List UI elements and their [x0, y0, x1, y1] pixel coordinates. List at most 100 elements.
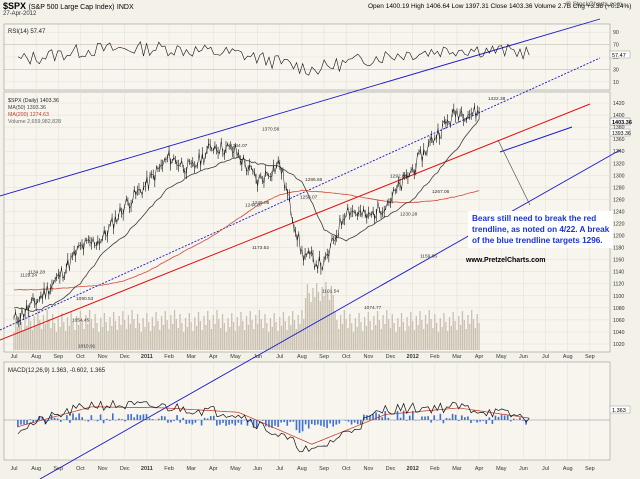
- volume-bar: [312, 288, 314, 350]
- volume-bar: [164, 311, 166, 350]
- macd-histogram-bar: [23, 420, 25, 425]
- volume-bar: [212, 315, 214, 350]
- volume-bar: [153, 326, 155, 350]
- rsi-value-tag: [609, 50, 631, 59]
- volume-bar: [112, 312, 115, 350]
- volume-bar: [352, 332, 355, 350]
- x-tick-label: Aug: [563, 354, 573, 360]
- volume-bar: [151, 317, 154, 350]
- note-line-3: of the blue trendline targets 1296.: [472, 236, 603, 245]
- rsi-tick-label: 10: [613, 80, 619, 86]
- price-annotation: 1422.38: [488, 96, 506, 102]
- volume-bar: [208, 320, 211, 350]
- price-annotation: 1292.66: [390, 174, 408, 180]
- volume-bar: [66, 317, 69, 350]
- macd-histogram-bar: [384, 411, 387, 420]
- volume-bar: [201, 330, 203, 350]
- macd-histogram-bar: [203, 417, 206, 420]
- price-annotation: 1101.54: [322, 289, 339, 295]
- macd-histogram-bar: [222, 420, 224, 423]
- x-tick-label: Jun: [519, 466, 528, 472]
- x-tick-label: May: [496, 466, 507, 472]
- volume-bar: [421, 320, 423, 350]
- volume-bar: [133, 319, 135, 350]
- volume-bar: [432, 328, 434, 350]
- macd-histogram-bar: [353, 420, 356, 423]
- volume-bar: [279, 317, 281, 350]
- y-tick-label: 1300: [613, 173, 625, 179]
- volume-bar: [463, 320, 465, 350]
- y-tick-label: 1360: [613, 137, 625, 143]
- macd-histogram-bar: [237, 420, 240, 423]
- macd-histogram-bar: [497, 416, 500, 420]
- volume-bar: [144, 327, 146, 350]
- volume-bar: [299, 324, 301, 350]
- volume-bar: [63, 322, 65, 350]
- volume-bar: [88, 310, 91, 350]
- macd-histogram-bar: [473, 420, 475, 421]
- volume-bar: [138, 323, 141, 350]
- volume-bar: [72, 321, 74, 350]
- volume-bar: [140, 332, 142, 350]
- macd-histogram-bar: [326, 420, 328, 429]
- macd-histogram-bar: [314, 420, 316, 426]
- volume-bar: [35, 325, 37, 350]
- volume-bar: [33, 316, 35, 350]
- volume-bar: [135, 328, 137, 350]
- volume-bar: [290, 325, 292, 350]
- macd-histogram-bar: [200, 420, 203, 426]
- volume-bar: [410, 312, 412, 350]
- volume-bar: [395, 332, 397, 350]
- x-tick-label: Mar: [452, 354, 462, 360]
- macd-histogram-bar: [320, 420, 322, 426]
- volume-bar: [304, 298, 307, 350]
- volume-bar: [24, 317, 26, 350]
- macd-histogram-bar: [206, 418, 209, 420]
- legend-volume: Volume 2,659,982,828: [8, 119, 61, 125]
- macd-histogram-bar: [75, 417, 77, 420]
- volume-bar: [229, 327, 231, 350]
- price-annotation: 1010.91: [78, 343, 96, 349]
- volume-bar: [240, 312, 242, 350]
- volume-bar: [378, 320, 381, 350]
- volume-bar: [124, 320, 126, 350]
- volume-bar: [336, 320, 338, 350]
- volume-bar: [194, 317, 196, 350]
- macd-histogram-bar: [145, 414, 148, 420]
- macd-histogram-bar: [509, 420, 512, 422]
- macd-histogram-bar: [268, 420, 270, 428]
- x-tick-label: Aug: [31, 466, 41, 472]
- price-series: [13, 103, 480, 328]
- rsi-series: [17, 40, 530, 76]
- volume-bar: [192, 331, 194, 350]
- volume-bar: [282, 312, 285, 350]
- price-annotation: 1267.06: [432, 189, 450, 195]
- volume-bar: [384, 324, 386, 350]
- x-tick-label: Mar: [452, 466, 462, 472]
- volume-bar: [408, 326, 410, 350]
- volume-bar: [129, 324, 131, 350]
- volume-bar: [284, 321, 286, 350]
- trendlines: [0, 18, 621, 479]
- x-tick-label: Oct: [342, 354, 351, 360]
- volume-bar: [386, 310, 388, 350]
- red-trendline: [0, 103, 591, 341]
- macd-histogram-bar: [17, 420, 19, 428]
- y-tick-label: 1200: [613, 234, 625, 240]
- macd-histogram-bar: [78, 413, 80, 420]
- blue-channel-upper: [0, 18, 601, 197]
- volume-bar: [406, 317, 408, 350]
- volume-bar: [136, 314, 139, 350]
- volume-bar: [268, 332, 270, 350]
- volume-bar: [467, 315, 469, 350]
- macd-histogram-bar: [265, 420, 267, 427]
- rsi-label: RSI(14) 57.47: [8, 29, 46, 35]
- x-tick-label: Nov: [363, 466, 373, 472]
- macd-line: [17, 399, 530, 453]
- x-tick-label: Dec: [386, 466, 396, 472]
- macd-histogram-bar: [228, 420, 230, 425]
- x-tick-label: Nov: [98, 466, 108, 472]
- volume-bar: [162, 325, 165, 350]
- volume-bar: [434, 314, 436, 350]
- volume-bar: [454, 321, 456, 350]
